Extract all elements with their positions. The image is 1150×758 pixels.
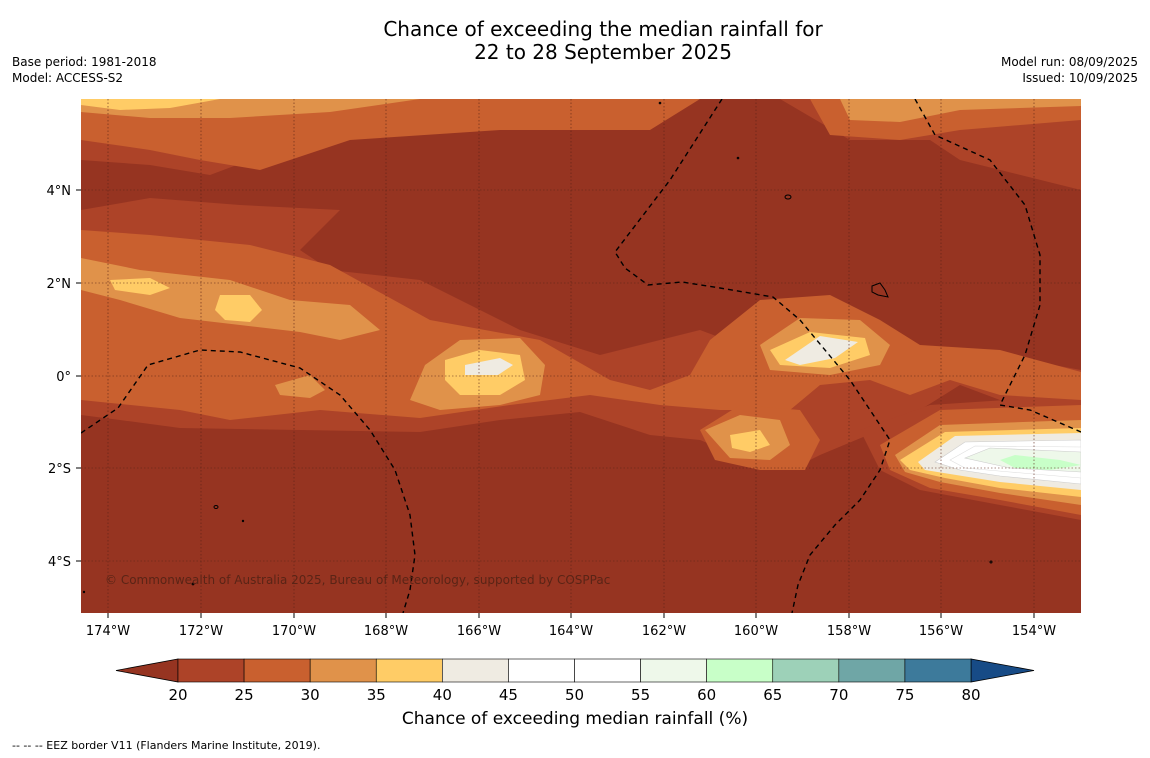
islands (82, 101, 993, 594)
x-tick-label: 166°W (457, 624, 501, 639)
issued-date: Issued: 10/09/2025 (1022, 71, 1138, 85)
y-tick-label: 0° (56, 370, 71, 385)
x-tick-label: 172°W (179, 624, 223, 639)
copyright-notice: © Commonwealth of Australia 2025, Bureau… (105, 573, 610, 587)
colorbar-over-arrow (970, 658, 1035, 683)
colorbar-tick-label: 80 (961, 686, 980, 704)
y-tick-label: 4°N (47, 184, 72, 199)
meta-right: Model run: 08/09/2025 Issued: 10/09/2025 (1001, 54, 1138, 86)
colorbar-tick-label: 60 (697, 686, 716, 704)
colorbar-segment (772, 658, 840, 683)
colorbar-segment (838, 658, 906, 683)
base-period: Base period: 1981-2018 (12, 55, 157, 69)
colorbar-segment (243, 658, 311, 683)
y-tick-label: 4°S (48, 555, 71, 570)
map-title-line1: Chance of exceeding the median rainfall … (383, 17, 823, 41)
colorbar-tick-label: 75 (895, 686, 914, 704)
x-tick-label: 174°W (86, 624, 130, 639)
map-title: Chance of exceeding the median rainfall … (0, 18, 1150, 64)
colorbar-segment (309, 658, 377, 683)
y-tick-label: 2°S (48, 462, 71, 477)
x-tick-label: 162°W (642, 624, 686, 639)
probability-45-60 (934, 439, 1081, 485)
map-title-line2: 22 to 28 September 2025 (474, 40, 732, 64)
x-axis: 174°W 172°W 170°W 168°W 166°W 164°W 162°… (86, 613, 1056, 639)
colorbar-segment (442, 658, 509, 683)
colorbar-segment (508, 658, 575, 683)
colorbar-tick-label: 70 (829, 686, 848, 704)
colorbar-tick-label: 50 (565, 686, 584, 704)
graticule (81, 99, 1081, 613)
x-tick-label: 160°W (734, 624, 778, 639)
colorbar-tick-label: 40 (433, 686, 452, 704)
x-tick-label: 156°W (919, 624, 963, 639)
colorbar-under-arrow (115, 658, 179, 683)
x-tick-label: 164°W (549, 624, 593, 639)
colorbar-tick-label: 25 (235, 686, 254, 704)
x-tick-label: 170°W (272, 624, 316, 639)
colorbar-tick-label: 35 (367, 686, 386, 704)
y-axis: 4°N 2°N 0° 2°S 4°S (47, 184, 81, 570)
colorbar-tick-label: 20 (168, 686, 187, 704)
colorbar-tick-label: 55 (631, 686, 650, 704)
colorbar-segment (904, 658, 972, 683)
colorbar-tick-label: 65 (763, 686, 782, 704)
model-name: Model: ACCESS-S2 (12, 71, 124, 85)
colorbar-tick-label: 30 (301, 686, 320, 704)
x-tick-label: 158°W (827, 624, 871, 639)
colorbar-segment (706, 658, 774, 683)
meta-left: Base period: 1981-2018 Model: ACCESS-S2 (12, 54, 157, 86)
eez-footnote: -- -- -- EEZ border V11 (Flanders Marine… (12, 739, 321, 752)
colorbar-label: Chance of exceeding median rainfall (%) (401, 709, 749, 729)
model-run: Model run: 08/09/2025 (1000, 55, 1138, 69)
eez-borders (81, 99, 1081, 613)
colorbar-segment (640, 658, 707, 683)
map-area: © Commonwealth of Australia 2025, Bureau… (81, 99, 1081, 613)
colorbar-segment (375, 658, 443, 683)
x-tick-label: 154°W (1012, 624, 1056, 639)
colorbar-segment (177, 658, 245, 683)
y-tick-label: 2°N (47, 277, 72, 292)
colorbar-tick-label: 45 (499, 686, 518, 704)
x-tick-label: 168°W (364, 624, 408, 639)
colorbar: 20 25 30 35 40 45 50 55 60 65 70 75 80 (115, 658, 1035, 704)
colorbar-segment (574, 658, 641, 683)
